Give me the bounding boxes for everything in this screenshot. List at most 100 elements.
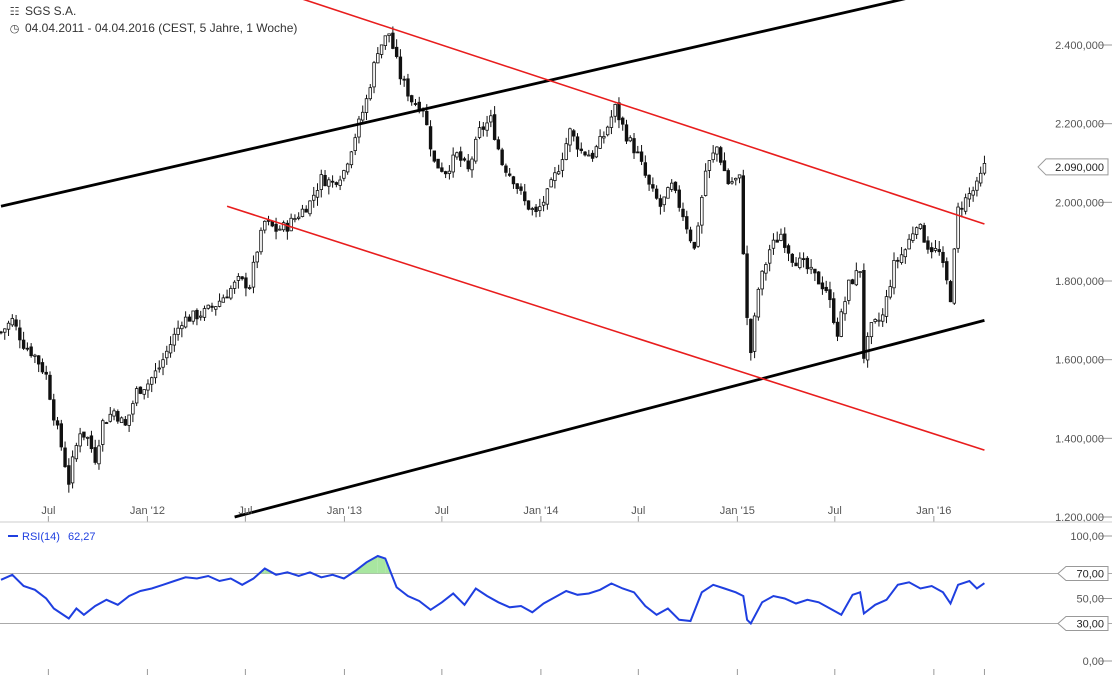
candle-body [798, 257, 802, 268]
candle-body [911, 233, 915, 241]
period-text: 04.04.2011 - 04.04.2016 (CEST, 5 Jahre, … [25, 21, 298, 35]
candle-body [138, 386, 143, 394]
candle-body [410, 95, 414, 103]
price-y-tick-label: 1.600,000 [1055, 355, 1104, 367]
candle-body [579, 148, 583, 151]
red-trend-line [226, 205, 985, 451]
candle-body [926, 240, 930, 250]
candle-body [749, 318, 753, 354]
candle-body [715, 146, 719, 155]
candle-body [681, 208, 685, 218]
candle-body [232, 281, 237, 289]
candle-body [376, 53, 380, 64]
candle-body [756, 288, 761, 318]
candle-body [530, 208, 534, 210]
candle-body [511, 176, 516, 185]
candle-body [74, 445, 79, 460]
candle-body [696, 225, 700, 247]
candle-body [406, 78, 410, 97]
candle-body [707, 160, 712, 171]
candle-body [278, 228, 282, 231]
candle-body [470, 158, 474, 171]
candle-body [786, 245, 791, 254]
price-y-tick-label: 1.800,000 [1055, 276, 1104, 288]
black-trend-line [234, 318, 985, 519]
candle-body [632, 138, 636, 154]
candle-body [967, 193, 972, 200]
price-y-tick-label: 1.400,000 [1055, 433, 1104, 445]
candle-body [240, 276, 244, 280]
candle-body [549, 179, 553, 188]
candle-body [801, 258, 806, 261]
x-tick-label: Jan '14 [523, 505, 558, 517]
candle-body [293, 218, 297, 221]
candle-body [425, 111, 429, 126]
rsi-y-tick-label: 100,00 [1070, 531, 1104, 543]
candle-body [436, 158, 440, 169]
candle-body [18, 327, 22, 341]
candle-body [387, 33, 391, 36]
candle-body [605, 126, 610, 136]
x-tick-label: Jan '12 [130, 505, 165, 517]
candle-body [161, 359, 165, 368]
candle-body [515, 183, 519, 190]
candle-body [70, 456, 75, 484]
red-trend-line [302, 0, 985, 225]
candle-body [36, 355, 41, 365]
candle-body [783, 233, 787, 248]
candle-body [345, 163, 350, 173]
candle-body [402, 78, 406, 81]
candle-body [572, 130, 576, 137]
candle-body [349, 151, 354, 166]
candle-body [59, 423, 63, 448]
candle-body [726, 170, 730, 185]
candle-body [862, 270, 866, 359]
candle-body [312, 194, 316, 201]
candle-body [131, 403, 135, 415]
candle-body [734, 177, 738, 181]
candle-body [210, 305, 214, 308]
candle-body [700, 196, 704, 226]
candle-body [14, 319, 18, 327]
candle-body [828, 289, 832, 301]
candle-body [255, 251, 259, 263]
x-tick-label: Jan '15 [720, 505, 755, 517]
candle-body [805, 257, 810, 270]
candle-body [933, 248, 938, 251]
candle-body [304, 208, 308, 213]
candle-body [67, 465, 71, 485]
candle-body [590, 152, 595, 159]
candle-body [221, 297, 226, 303]
candle-body [29, 346, 33, 357]
candlestick-chart-icon: ☷ [9, 6, 20, 18]
candle-body [907, 238, 911, 250]
chart-header-period: ◷ 04.04.2011 - 04.04.2016 (CEST, 5 Jahre,… [8, 21, 298, 35]
price-y-tick-label: 1.200,000 [1055, 512, 1104, 524]
rsi-y-tick-label: 50,00 [1076, 594, 1104, 606]
candle-body [685, 216, 689, 230]
candle-body [466, 160, 470, 170]
candle-body [225, 296, 229, 299]
candle-body [244, 277, 248, 289]
candle-body [123, 419, 128, 426]
candle-body [670, 182, 674, 190]
candle-body [892, 260, 896, 289]
candle-body [541, 201, 546, 206]
candle-body [108, 413, 112, 422]
candle-body [281, 222, 286, 231]
candle-body [153, 370, 158, 379]
candle-body [85, 436, 90, 439]
candle-body [372, 62, 376, 88]
candle-body [718, 147, 723, 163]
candle-body [458, 151, 463, 161]
x-axis: Jul Jan '12 Jul Jan '13 Jul Jan '14 Jul Jan '15… [41, 505, 985, 675]
price-y-tick-label: 2.200,000 [1055, 119, 1104, 131]
price-candles [0, 26, 987, 493]
candle-body [564, 143, 568, 160]
candle-body [711, 152, 715, 161]
candle-body [48, 374, 52, 400]
candle-body [820, 282, 825, 290]
candle-body [157, 367, 161, 370]
candle-body [854, 270, 859, 286]
